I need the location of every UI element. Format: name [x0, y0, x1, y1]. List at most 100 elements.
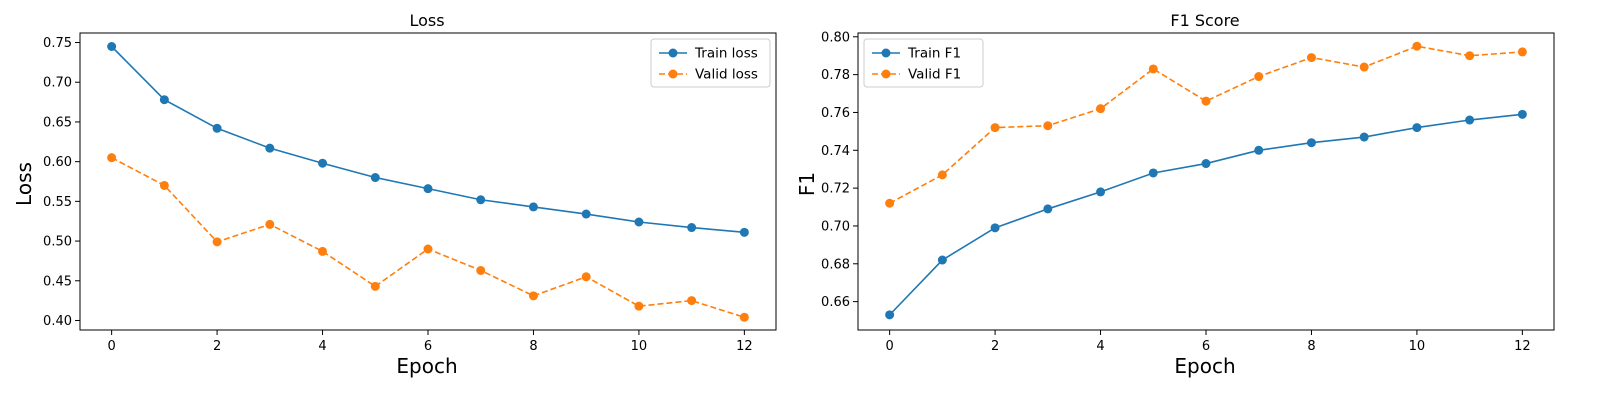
- f1-x-tick-label: 6: [1202, 339, 1210, 354]
- valid-loss-point: [476, 265, 486, 275]
- f1-x-tick-label: 4: [1096, 339, 1104, 354]
- loss-chart-title: Loss: [409, 11, 444, 30]
- loss-x-tick-label: 12: [736, 339, 753, 354]
- train-f1-point: [1096, 187, 1106, 197]
- train-f1-legend-label: Train F1: [907, 46, 961, 62]
- train-f1-point: [990, 223, 1000, 233]
- valid-loss-point: [634, 301, 644, 311]
- f1-legend-box: [863, 38, 984, 88]
- loss-y-tick-label: 0.50: [43, 235, 72, 250]
- train-f1-point: [1306, 138, 1316, 148]
- train-f1-point: [937, 255, 947, 265]
- valid-f1-point: [1306, 53, 1316, 63]
- loss-legend-box: [650, 38, 771, 88]
- train-loss-point: [212, 123, 222, 133]
- valid-f1-point: [937, 170, 947, 180]
- valid-f1-legend-marker: [881, 69, 891, 79]
- f1-x-tick-label: 2: [991, 339, 999, 354]
- f1-legend: Train F1 Valid F1: [863, 38, 984, 88]
- train-loss-point: [634, 217, 644, 227]
- train-loss-legend-marker: [668, 48, 678, 58]
- valid-loss-point: [739, 312, 749, 322]
- f1-y-tick-label: 0.68: [821, 257, 850, 272]
- f1-chart-x-axis-label: Epoch: [1174, 354, 1235, 378]
- train-loss-point: [423, 184, 433, 194]
- train-loss-point: [528, 202, 538, 212]
- f1-y-tick-label: 0.76: [821, 106, 850, 121]
- train-loss-point: [581, 209, 591, 219]
- valid-f1-point: [1412, 41, 1422, 51]
- train-loss-point: [265, 143, 275, 153]
- loss-y-tick-label: 0.70: [43, 76, 72, 91]
- valid-f1-point: [1201, 96, 1211, 106]
- loss-legend: Train loss Valid loss: [650, 38, 771, 88]
- valid-f1-point: [1096, 104, 1106, 114]
- train-f1-point: [1201, 159, 1211, 169]
- valid-loss-point: [107, 153, 117, 163]
- f1-x-tick-label: 12: [1514, 339, 1531, 354]
- valid-f1-point: [1359, 62, 1369, 72]
- train-f1-point: [1043, 204, 1053, 214]
- valid-loss-point: [528, 291, 538, 301]
- f1-x-tick-label: 0: [885, 339, 893, 354]
- train-f1-point: [1148, 168, 1158, 178]
- f1-axes-frame: [857, 32, 1555, 331]
- valid-loss-point: [265, 219, 275, 229]
- f1-y-tick-label: 0.70: [821, 219, 850, 234]
- train-loss-point: [370, 173, 380, 183]
- f1-y-tick-label: 0.80: [821, 30, 850, 45]
- train-loss-point: [739, 227, 749, 237]
- loss-y-tick-label: 0.55: [43, 195, 72, 210]
- train-loss-point: [476, 195, 486, 205]
- train-f1-point: [1359, 132, 1369, 142]
- train-f1-point: [1412, 123, 1422, 133]
- valid-loss-legend-marker: [668, 69, 678, 79]
- loss-axes-frame: [79, 32, 777, 331]
- f1-y-tick-label: 0.66: [821, 295, 850, 310]
- train-loss-point: [159, 95, 169, 105]
- valid-f1-point: [1043, 121, 1053, 131]
- f1-y-tick-label: 0.72: [821, 182, 850, 197]
- valid-f1-point: [1254, 72, 1264, 82]
- valid-f1-point: [1517, 47, 1527, 57]
- f1-chart: F1 Score Epoch F1 0 2 4 6 8 10 12 0.66 0.68 0.70 0…: [795, 11, 1555, 378]
- valid-f1-legend-label: Valid F1: [908, 67, 961, 83]
- f1-y-tick-label: 0.74: [821, 144, 850, 159]
- loss-y-tick-label: 0.60: [43, 155, 72, 170]
- loss-x-tick-label: 2: [213, 339, 221, 354]
- loss-chart-y-axis-label: Loss: [12, 162, 36, 206]
- valid-loss-point: [370, 281, 380, 291]
- f1-chart-title: F1 Score: [1170, 11, 1239, 30]
- train-loss-point: [107, 42, 117, 51]
- train-f1-point: [1517, 109, 1527, 119]
- valid-loss-point: [581, 272, 591, 282]
- train-loss-point: [687, 223, 697, 233]
- valid-loss-point: [212, 237, 222, 247]
- train-f1-point: [885, 310, 895, 320]
- valid-f1-point: [1465, 51, 1475, 61]
- train-loss-point: [318, 158, 328, 168]
- loss-x-tick-label: 6: [424, 339, 432, 354]
- f1-chart-y-axis-label: F1: [795, 172, 819, 196]
- loss-x-tick-label: 0: [107, 339, 115, 354]
- loss-chart: Loss Epoch Loss 0 2 4 6 8 10 12 0.40 0.45 0.50 0.5…: [12, 11, 777, 378]
- train-f1-point: [1254, 145, 1264, 155]
- loss-x-tick-label: 4: [318, 339, 326, 354]
- loss-chart-x-axis-label: Epoch: [396, 354, 457, 378]
- loss-y-tick-label: 0.65: [43, 115, 72, 130]
- f1-x-tick-label: 10: [1409, 339, 1426, 354]
- f1-y-tick-label: 0.78: [821, 68, 850, 83]
- train-loss-legend-label: Train loss: [694, 46, 758, 62]
- f1-x-tick-label: 8: [1307, 339, 1315, 354]
- train-f1-legend-marker: [881, 48, 891, 58]
- loss-y-tick-label: 0.45: [43, 274, 72, 289]
- valid-loss-legend-label: Valid loss: [695, 67, 758, 83]
- valid-f1-point: [990, 123, 1000, 133]
- valid-f1-point: [885, 198, 895, 208]
- train-f1-point: [1465, 115, 1475, 125]
- loss-y-tick-label: 0.75: [43, 36, 72, 51]
- valid-loss-point: [159, 180, 169, 190]
- loss-x-tick-label: 10: [631, 339, 648, 354]
